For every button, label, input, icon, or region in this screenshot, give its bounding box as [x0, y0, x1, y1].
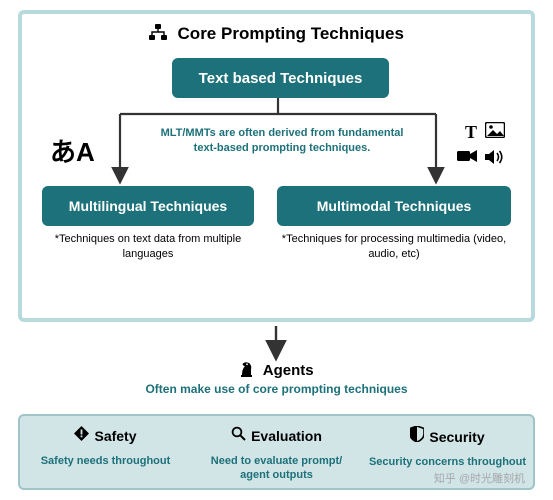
agents-header: Agents — [0, 360, 553, 382]
evaluation-title: Evaluation — [251, 428, 322, 444]
agents-title: Agents — [263, 362, 314, 379]
magnifier-icon — [231, 426, 246, 446]
evaluation-column: Evaluation Need to evaluate prompt/ agen… — [191, 416, 362, 488]
safety-caption: Safety needs throughout — [26, 454, 185, 468]
agents-caption: Often make use of core prompting techniq… — [0, 382, 553, 396]
chess-knight-icon — [239, 364, 258, 381]
safety-column: Safety Safety needs throughout — [20, 416, 191, 488]
security-caption: Security concerns throughout — [368, 455, 527, 469]
shield-icon — [410, 426, 424, 447]
warning-diamond-icon — [74, 426, 89, 446]
considerations-panel: Safety Safety needs throughout Evaluatio… — [18, 414, 535, 490]
safety-header: Safety — [26, 426, 185, 446]
evaluation-caption: Need to evaluate prompt/ agent outputs — [197, 454, 356, 483]
security-title: Security — [429, 429, 484, 445]
safety-title: Safety — [94, 428, 136, 444]
security-header: Security — [368, 426, 527, 447]
evaluation-header: Evaluation — [197, 426, 356, 446]
security-column: Security Security concerns throughout — [362, 416, 533, 488]
to-agents-arrow — [0, 0, 553, 380]
